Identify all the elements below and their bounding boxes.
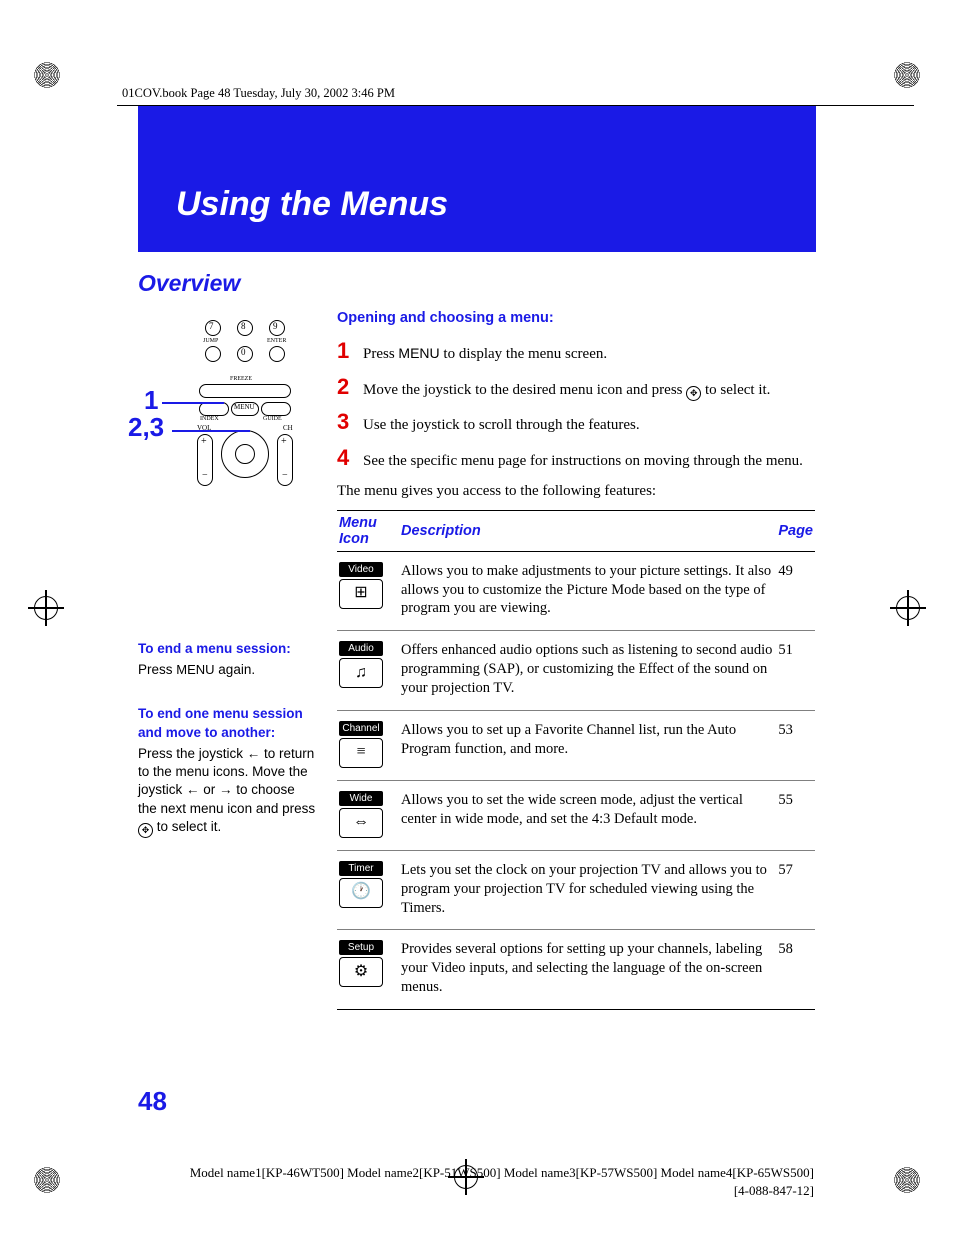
menu-icon-label: Setup <box>339 940 383 955</box>
step-number: 4 <box>337 443 363 473</box>
tip-end-session-body: Press MENU again. <box>138 661 316 679</box>
tip-end-session-title: To end a menu session: <box>138 640 316 658</box>
menu-description: Provides several options for setting up … <box>399 930 776 1010</box>
step-list: 1 Press MENU to display the menu screen.… <box>337 336 815 473</box>
footer-model-info: Model name1[KP-46WT500] Model name2[KP-5… <box>190 1164 814 1200</box>
menu-page-ref: 55 <box>776 780 815 850</box>
step-3: 3 Use the joystick to scroll through the… <box>337 407 815 437</box>
crop-header-text: 01COV.book Page 48 Tuesday, July 30, 200… <box>122 86 395 101</box>
step-number: 1 <box>337 336 363 366</box>
menu-icon-label: Audio <box>339 641 383 656</box>
step-number: 3 <box>337 407 363 437</box>
registration-mark-icon <box>28 590 64 626</box>
main-content: Opening and choosing a menu: 1 Press MEN… <box>337 310 815 1010</box>
menu-icon-label: Timer <box>339 861 383 876</box>
th-page: Page <box>776 510 815 551</box>
menu-page-ref: 53 <box>776 710 815 780</box>
th-description: Description <box>399 510 776 551</box>
menu-description: Allows you to set up a Favorite Channel … <box>399 710 776 780</box>
menu-icon-cell: Setup ⚙ <box>337 930 399 1010</box>
menu-icon-cell: Timer 🕐 <box>337 850 399 930</box>
menu-description: Offers enhanced audio options such as li… <box>399 631 776 711</box>
menu-description: Allows you to set the wide screen mode, … <box>399 780 776 850</box>
chapter-banner: Using the Menus <box>138 106 816 252</box>
callout-line <box>172 430 250 432</box>
menu-page-ref: 49 <box>776 551 815 631</box>
table-row: Channel ≡ Allows you to set up a Favorite … <box>337 710 815 780</box>
timer-icon: 🕐 <box>339 878 383 908</box>
diagram-callout-23: 2,3 <box>128 412 164 443</box>
menu-description: Allows you to make adjustments to your p… <box>399 551 776 631</box>
tip-move-session-body: Press the joystick ← to return to the me… <box>138 745 316 838</box>
setup-icon: ⚙ <box>339 957 383 987</box>
step-number: 2 <box>337 372 363 402</box>
footer-line-1: Model name1[KP-46WT500] Model name2[KP-5… <box>190 1164 814 1182</box>
menu-icon-cell: Audio ♫ <box>337 631 399 711</box>
menu-features-table: Menu Icon Description Page Video ⊞ Allows … <box>337 510 815 1010</box>
step-text: Use the joystick to scroll through the f… <box>363 415 640 435</box>
tip-move-session-title: To end one menu session and move to anot… <box>138 705 316 741</box>
menu-page-ref: 57 <box>776 850 815 930</box>
menu-page-ref: 51 <box>776 631 815 711</box>
registration-mark-icon <box>890 590 926 626</box>
audio-icon: ♫ <box>339 658 383 688</box>
menu-icon-label: Wide <box>339 791 383 806</box>
chapter-title: Using the Menus <box>176 185 448 224</box>
menu-description: Lets you set the clock on your projectio… <box>399 850 776 930</box>
intro-line: The menu gives you access to the followi… <box>337 483 815 500</box>
menu-icon-label: Channel <box>339 721 383 736</box>
callout-line <box>162 402 224 404</box>
step-1: 1 Press MENU to display the menu screen. <box>337 336 815 366</box>
opening-heading: Opening and choosing a menu: <box>337 310 815 326</box>
remote-control-diagram: 7 8 9 JUMP ENTER 0 FREEZE INDEX GUIDE ME… <box>175 316 315 496</box>
menu-icon-cell: Wide ⇔ <box>337 780 399 850</box>
crop-mark-icon <box>894 1167 920 1193</box>
menu-icon-cell: Channel ≡ <box>337 710 399 780</box>
table-row: Audio ♫ Offers enhanced audio options such… <box>337 631 815 711</box>
menu-icon-cell: Video ⊞ <box>337 551 399 631</box>
menu-page-ref: 58 <box>776 930 815 1010</box>
joystick-press-icon <box>686 386 701 401</box>
step-text: Press MENU to display the menu screen. <box>363 344 607 364</box>
table-row: Timer 🕐 Lets you set the clock on your pro… <box>337 850 815 930</box>
video-icon: ⊞ <box>339 579 383 609</box>
table-row: Setup ⚙ Provides several options for setti… <box>337 930 815 1010</box>
step-text: See the specific menu page for instructi… <box>363 451 803 471</box>
footer-line-2: [4-088-847-12] <box>190 1182 814 1200</box>
step-4: 4 See the specific menu page for instruc… <box>337 443 815 473</box>
table-row: Video ⊞ Allows you to make adjustments to … <box>337 551 815 631</box>
table-row: Wide ⇔ Allows you to set the wide screen m… <box>337 780 815 850</box>
sidebar-tips: To end a menu session: Press MENU again.… <box>138 640 316 864</box>
channel-icon: ≡ <box>339 738 383 768</box>
step-2: 2 Move the joystick to the desired menu … <box>337 372 815 402</box>
wide-icon: ⇔ <box>339 808 383 838</box>
joystick-press-icon <box>138 823 153 838</box>
crop-mark-icon <box>34 62 60 88</box>
crop-mark-icon <box>34 1167 60 1193</box>
th-menu-icon: Menu Icon <box>337 510 399 551</box>
section-heading-overview: Overview <box>138 270 240 297</box>
menu-icon-label: Video <box>339 562 383 577</box>
crop-mark-icon <box>894 62 920 88</box>
step-text: Move the joystick to the desired menu ic… <box>363 380 770 401</box>
page-number: 48 <box>138 1086 167 1117</box>
